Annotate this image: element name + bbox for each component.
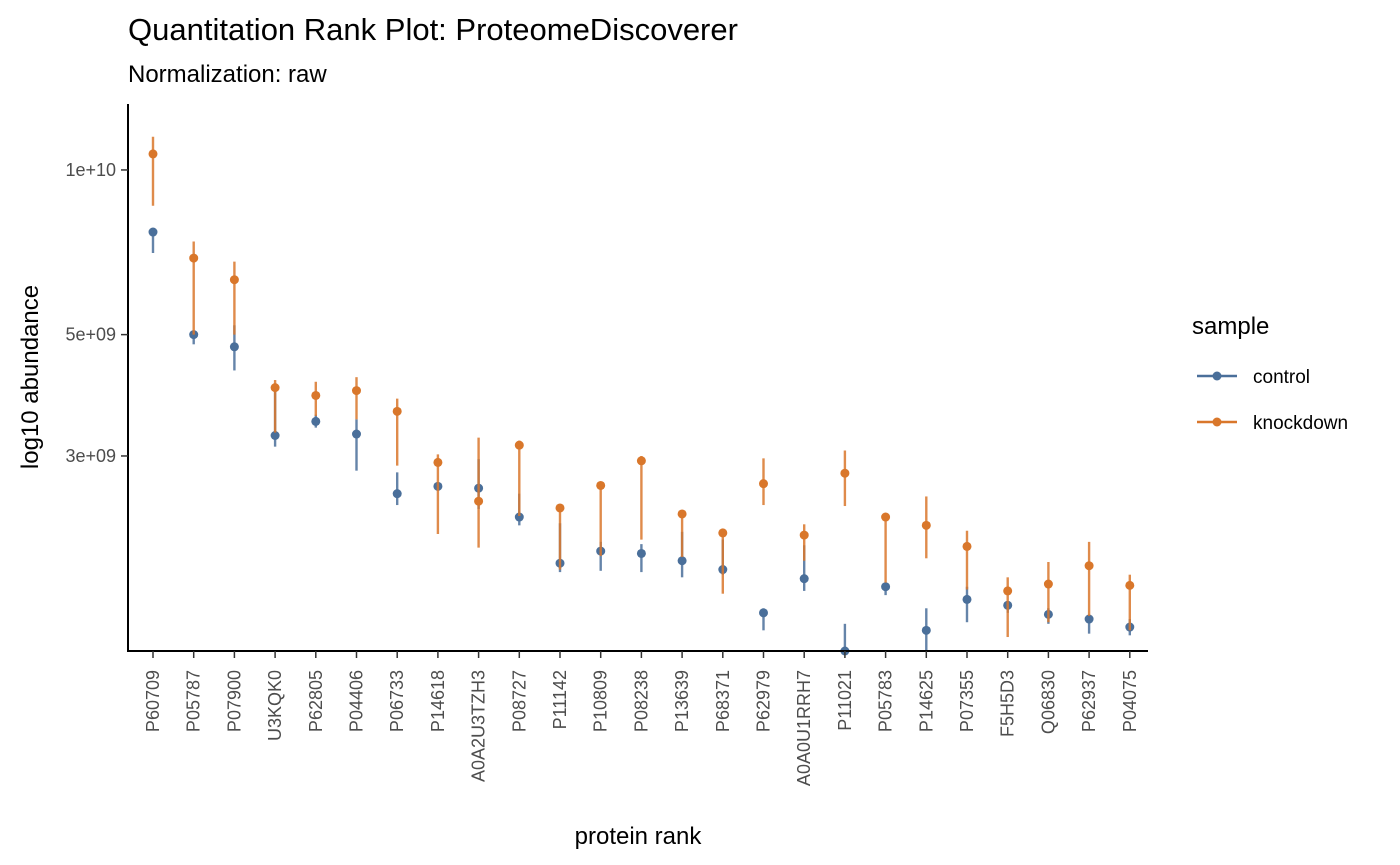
data-point [759, 608, 768, 618]
legend-key-point [1212, 417, 1222, 427]
x-tick-label: P10809 [591, 670, 611, 732]
data-point [759, 479, 768, 489]
data-point [1125, 580, 1135, 590]
data-point [352, 429, 361, 439]
legend-title: sample [1192, 313, 1269, 340]
data-point [148, 149, 158, 159]
data-point [677, 509, 687, 519]
x-tick-label: P11021 [835, 670, 855, 731]
y-tick-label: 3e+09 [65, 446, 116, 466]
data-point [1003, 586, 1013, 596]
x-tick-label: P08238 [631, 670, 651, 732]
data-point [962, 541, 972, 551]
series-control [148, 227, 1135, 656]
x-axis-title: protein rank [575, 823, 703, 850]
y-axis-title: log10 abundance [17, 285, 44, 469]
x-axis: P60709 P05787 P07900 U3KQK0 P62805 P04406 P067… [127, 650, 1148, 786]
data-point [352, 386, 361, 396]
legend-item-control: control [1197, 367, 1310, 388]
data-point [433, 457, 443, 467]
data-point [840, 468, 850, 478]
series-knockdown [148, 136, 1135, 638]
data-point [229, 275, 239, 285]
x-tick-label: P11142 [550, 670, 570, 729]
x-tick-label: P62805 [306, 670, 326, 732]
data-point [311, 416, 321, 426]
data-point [881, 582, 891, 592]
x-tick-label: P62937 [1079, 670, 1099, 732]
chart-title: Quantitation Rank Plot: ProteomeDiscover… [128, 12, 738, 47]
data-point [1084, 561, 1094, 571]
data-point [148, 227, 158, 237]
data-point [921, 625, 931, 635]
x-tick-label: Q06830 [1038, 670, 1058, 734]
data-point [229, 342, 239, 352]
legend-label: control [1253, 367, 1310, 388]
data-point [1084, 614, 1094, 624]
y-tick-label: 5e+09 [65, 325, 116, 345]
data-point [555, 503, 565, 513]
legend: sample control knockdown [1192, 313, 1348, 434]
x-tick-label: P08727 [509, 670, 529, 732]
chart-subtitle: Normalization: raw [128, 61, 327, 88]
x-tick-label: P04406 [347, 670, 367, 732]
data-point [718, 528, 728, 538]
y-tick-label: 1e+10 [65, 160, 116, 180]
data-point [596, 480, 606, 490]
data-point [881, 512, 891, 522]
legend-label: knockdown [1253, 413, 1348, 434]
data-point [636, 456, 646, 466]
data-point [270, 383, 280, 393]
data-point [799, 574, 809, 584]
data-point [270, 430, 280, 440]
x-tick-label: P60709 [143, 670, 163, 732]
x-tick-label: P14618 [428, 670, 448, 732]
x-tick-label: P06733 [387, 670, 407, 732]
data-point [392, 406, 402, 416]
y-axis: 1e+10 5e+09 3e+09 [65, 104, 129, 652]
x-tick-label: F5H5D3 [998, 670, 1018, 737]
x-tick-label: P14625 [916, 670, 936, 732]
data-point [677, 556, 687, 566]
x-tick-label: P05787 [184, 670, 204, 732]
data-point [636, 548, 646, 558]
x-tick-label: A0A0U1RRH7 [794, 670, 814, 786]
x-tick-label: P62979 [754, 670, 774, 732]
data-point [474, 496, 484, 506]
x-tick-label: P05783 [876, 670, 896, 732]
data-point [514, 512, 524, 522]
x-tick-label: P07900 [224, 670, 244, 732]
x-tick-label: A0A2U3TZH3 [469, 670, 489, 782]
data-point [311, 390, 321, 400]
legend-key-point [1212, 371, 1222, 381]
data-point [514, 440, 524, 450]
x-tick-label: P13639 [672, 670, 692, 732]
x-tick-label: P04075 [1120, 670, 1140, 732]
legend-item-knockdown: knockdown [1197, 413, 1348, 434]
x-tick-label: P68371 [713, 670, 733, 732]
data-point [1043, 579, 1053, 589]
data-point [921, 520, 931, 530]
data-point [189, 253, 199, 263]
x-tick-label: U3KQK0 [265, 670, 285, 741]
plot-area [148, 136, 1135, 656]
data-point [392, 489, 402, 499]
x-tick-label: P07355 [957, 670, 977, 732]
data-point [799, 530, 809, 540]
data-point [962, 594, 972, 604]
